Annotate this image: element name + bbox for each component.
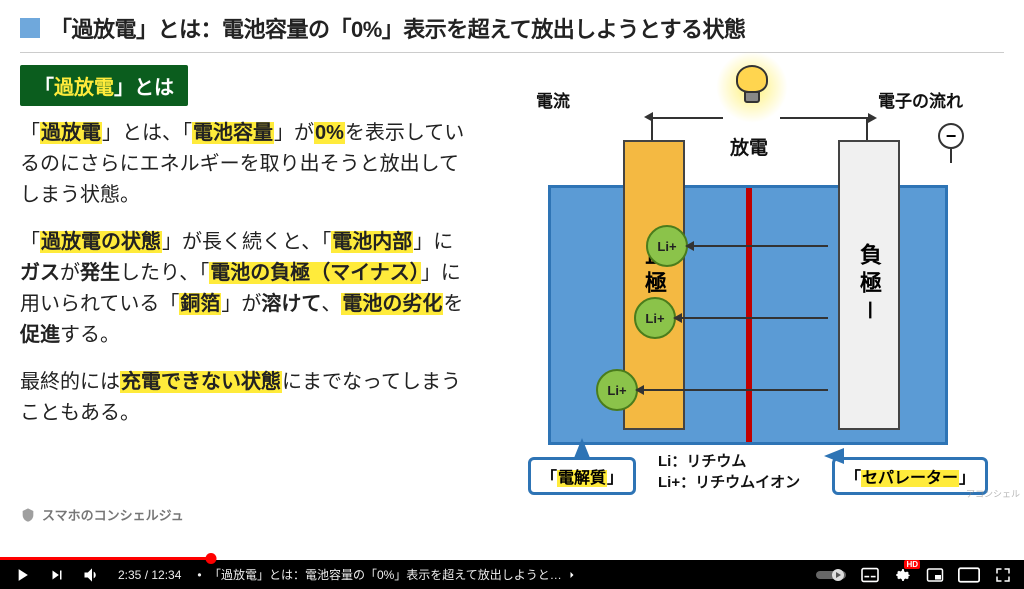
ion-arrow: [643, 389, 828, 391]
time-display: 2:35 / 12:34: [118, 568, 181, 582]
subtitles-icon: [860, 567, 880, 583]
badge-pre: 「: [34, 77, 54, 99]
negative-electrode: 負極－: [838, 140, 900, 430]
title-row: 「過放電」とは：電池容量の「0%」表示を超えて放出しようとする状態: [20, 12, 1004, 53]
settings-button[interactable]: HD: [894, 566, 912, 584]
controls-right: HD: [816, 566, 1012, 584]
chapter-title[interactable]: • 「過放電」とは：電池容量の「0%」表示を超えて放出しようと…: [197, 566, 577, 583]
shield-icon: [20, 507, 36, 523]
separator-line: [746, 188, 752, 442]
controls-left: 2:35 / 12:34 • 「過放電」とは：電池容量の「0%」表示を超えて放出…: [12, 565, 578, 585]
ion-arrow: [681, 317, 828, 319]
play-icon: [12, 565, 32, 585]
chevron-right-icon: [566, 569, 578, 581]
miniplayer-button[interactable]: [926, 567, 944, 583]
label-discharge: 放電: [730, 133, 768, 160]
minus-terminal-icon: −: [938, 123, 964, 149]
content-row: 「過放電」とは 「過放電」とは、「電池容量」が0%を表示しているのにさらにエネル…: [20, 65, 1004, 495]
channel-name: スマホのコンシェルジュ: [42, 505, 184, 524]
ion-arrow: [693, 245, 828, 247]
miniplayer-icon: [926, 567, 944, 583]
label-electron-flow: 電子の流れ: [878, 87, 963, 112]
wire: [653, 117, 723, 119]
time-current: 2:35: [118, 568, 141, 582]
theater-icon: [958, 567, 980, 583]
callout-tail-icon: [574, 438, 590, 458]
slide: 「過放電」とは：電池容量の「0%」表示を超えて放出しようとする状態 「過放電」と…: [0, 0, 1024, 560]
section-badge: 「過放電」とは: [20, 65, 188, 106]
legend-li: Li：リチウム: [658, 451, 800, 472]
volume-button[interactable]: [82, 565, 102, 585]
toggle-icon: [816, 568, 846, 582]
autoplay-toggle[interactable]: [816, 568, 846, 582]
hd-badge: HD: [904, 560, 920, 569]
paragraph-2: 「過放電の状態」が長く続くと、「電池内部」にガスが発生したり、「電池の負極（マイ…: [20, 227, 470, 351]
fullscreen-button[interactable]: [994, 566, 1012, 584]
subtitles-button[interactable]: [860, 567, 880, 583]
lightbulb-icon: [726, 59, 778, 119]
lithium-ion-icon: Li+: [634, 297, 676, 339]
slide-title: 「過放電」とは：電池容量の「0%」表示を超えて放出しようとする状態: [50, 12, 746, 44]
callout-tail-icon: [824, 448, 844, 464]
chapter-label: 「過放電」とは：電池容量の「0%」表示を超えて放出しようと…: [209, 566, 562, 583]
wire: [950, 149, 952, 163]
badge-post: 」とは: [114, 77, 174, 99]
body-text: 「過放電」とは、「電池容量」が0%を表示しているのにさらにエネルギーを取り出そう…: [20, 118, 470, 429]
left-column: 「過放電」とは 「過放電」とは、「電池容量」が0%を表示しているのにさらにエネル…: [20, 65, 470, 495]
lithium-ion-icon: Li+: [646, 225, 688, 267]
volume-icon: [82, 565, 102, 585]
theater-button[interactable]: [958, 567, 980, 583]
video-frame: 「過放電」とは：電池容量の「0%」表示を超えて放出しようとする状態 「過放電」と…: [0, 0, 1024, 560]
diagram: 電流 電子の流れ 放電: [488, 65, 1004, 495]
wire: [780, 117, 868, 119]
paragraph-1: 「過放電」とは、「電池容量」が0%を表示しているのにさらにエネルギーを取り出そう…: [20, 118, 470, 211]
play-button[interactable]: [12, 565, 32, 585]
legend: Li：リチウム Li+：リチウムイオン: [658, 451, 800, 493]
legend-lip: Li+：リチウムイオン: [658, 472, 800, 493]
fullscreen-icon: [994, 566, 1012, 584]
section-marker-icon: [20, 18, 40, 38]
callout-separator: 「セパレーター」: [832, 457, 988, 495]
brand-watermark: アコンシェル: [966, 489, 1020, 500]
callout-electrolyte: 「電解質」: [528, 457, 636, 495]
next-button[interactable]: [48, 566, 66, 584]
badge-highlight: 過放電: [54, 77, 114, 99]
player-controls: 2:35 / 12:34 • 「過放電」とは：電池容量の「0%」表示を超えて放出…: [0, 560, 1024, 589]
arrow-right-icon: [868, 113, 877, 123]
skip-next-icon: [48, 566, 66, 584]
arrow-left-icon: [644, 112, 653, 122]
time-duration: 12:34: [151, 568, 181, 582]
label-current: 電流: [536, 87, 570, 112]
lithium-ion-icon: Li+: [596, 369, 638, 411]
channel-watermark: スマホのコンシェルジュ: [20, 505, 184, 524]
paragraph-3: 最終的には充電できない状態にまでなってしまうこともある。: [20, 367, 470, 429]
battery-diagram: 電流 電子の流れ 放電: [488, 65, 1004, 495]
